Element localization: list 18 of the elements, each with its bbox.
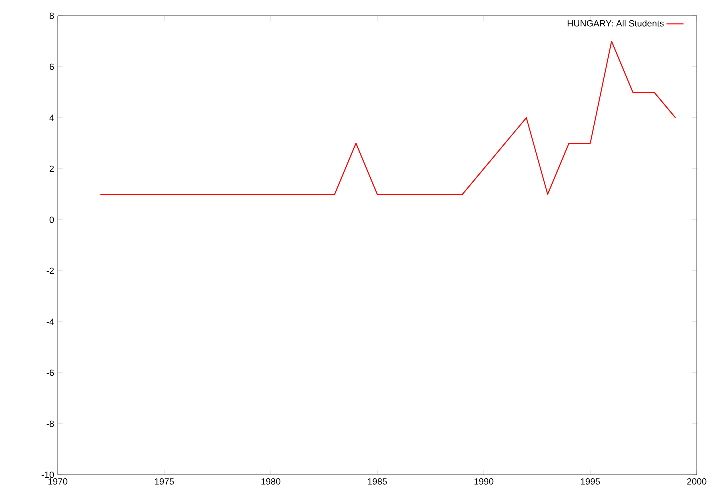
x-tick-label: 1995 <box>581 478 600 485</box>
y-tick-label: -6 <box>46 370 54 376</box>
x-tick-label: 1970 <box>48 478 68 485</box>
y-tick-label: 4 <box>50 114 54 122</box>
y-tick-label: 2 <box>50 166 54 172</box>
y-tick-label: -8 <box>46 420 54 428</box>
x-tick-label: 1975 <box>155 478 174 485</box>
y-tick-label: 8 <box>50 12 54 20</box>
y-tick-label: 6 <box>50 64 54 70</box>
x-tick-label: 1990 <box>474 478 494 485</box>
y-tick-label: -4 <box>46 318 54 326</box>
y-tick-label: -2 <box>46 268 54 274</box>
x-tick-label: 1985 <box>368 478 388 485</box>
legend-label: HUNGARY: All Students <box>568 20 664 27</box>
y-tick-label: -10 <box>42 472 54 478</box>
x-tick-label: 1980 <box>262 478 281 485</box>
y-tick-label: 0 <box>50 216 54 224</box>
x-tick-label: 2000 <box>687 478 707 485</box>
